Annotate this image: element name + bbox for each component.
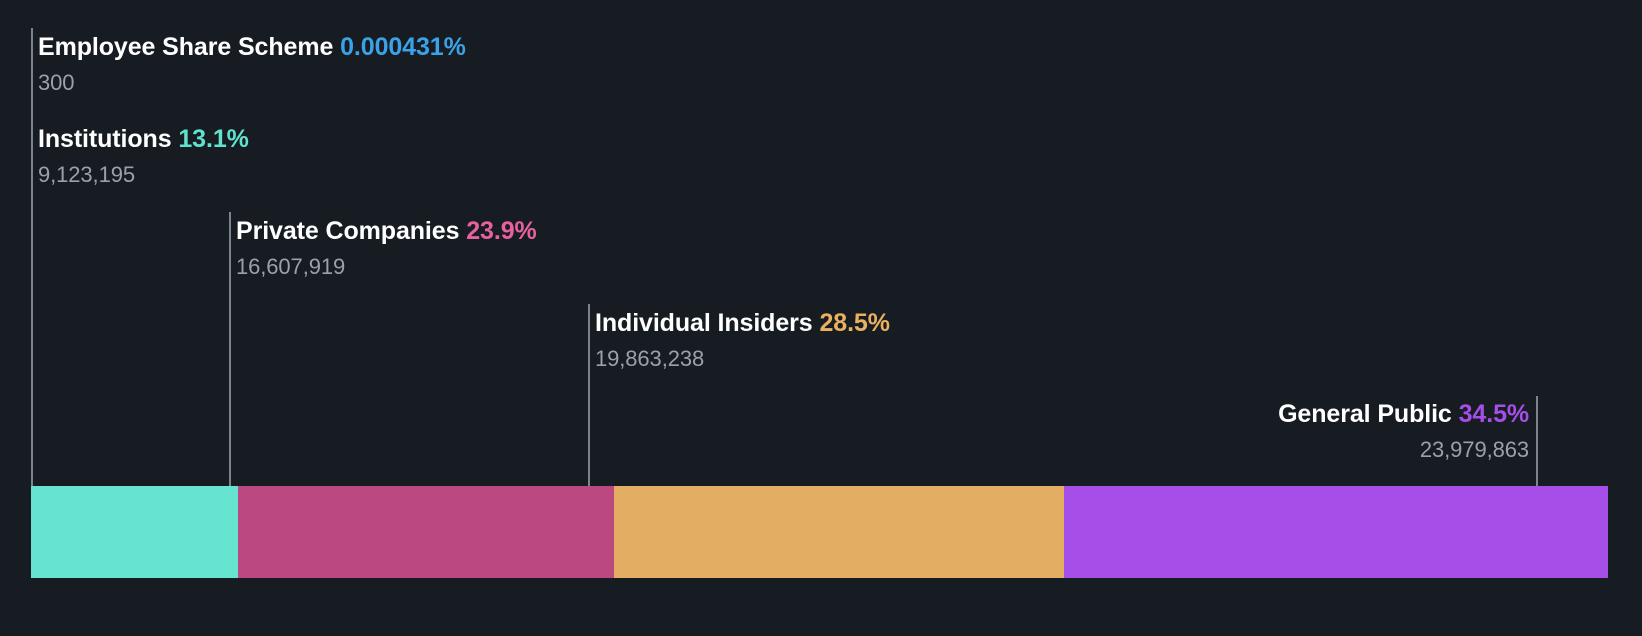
segment-value-private-companies: 16,607,919 xyxy=(236,254,346,279)
bar-segment-private-companies[interactable] xyxy=(237,486,615,578)
segment-label-private-companies: Private Companies 23.9% 16,607,919 xyxy=(236,216,537,281)
stacked-bar xyxy=(31,486,1608,578)
segment-percent-employee-share-scheme: 0.000431% xyxy=(340,33,466,61)
tick-line-individual-insiders xyxy=(588,304,590,486)
segment-title-general-public: General Public 34.5% xyxy=(1278,399,1529,429)
bar-segment-institutions[interactable] xyxy=(31,486,238,578)
segment-name-general-public: General Public xyxy=(1278,400,1452,428)
segment-label-employee-share-scheme: Employee Share Scheme 0.000431% 300 xyxy=(38,32,466,97)
segment-percent-private-companies: 23.9% xyxy=(466,217,537,245)
segment-title-institutions: Institutions 13.1% xyxy=(38,124,249,154)
tick-line-institutions xyxy=(31,120,33,486)
segment-percent-institutions: 13.1% xyxy=(178,125,249,153)
segment-name-individual-insiders: Individual Insiders xyxy=(595,309,813,337)
segment-percent-general-public: 34.5% xyxy=(1458,400,1529,428)
segment-title-individual-insiders: Individual Insiders 28.5% xyxy=(595,308,890,338)
segment-value-employee-share-scheme: 300 xyxy=(38,70,75,95)
segment-name-employee-share-scheme: Employee Share Scheme xyxy=(38,33,334,61)
segment-value-institutions: 9,123,195 xyxy=(38,162,135,187)
tick-line-general-public xyxy=(1536,396,1538,486)
segment-percent-individual-insiders: 28.5% xyxy=(819,309,890,337)
segment-label-institutions: Institutions 13.1% 9,123,195 xyxy=(38,124,249,189)
segment-label-individual-insiders: Individual Insiders 28.5% 19,863,238 xyxy=(595,308,890,373)
segment-name-private-companies: Private Companies xyxy=(236,217,460,245)
tick-line-private-companies xyxy=(229,212,231,486)
bar-segment-general-public[interactable] xyxy=(1063,486,1608,578)
segment-name-institutions: Institutions xyxy=(38,125,172,153)
bar-segment-individual-insiders[interactable] xyxy=(614,486,1064,578)
segment-label-general-public: General Public 34.5% 23,979,863 xyxy=(1278,399,1529,464)
segment-title-private-companies: Private Companies 23.9% xyxy=(236,216,537,246)
segment-title-employee-share-scheme: Employee Share Scheme 0.000431% xyxy=(38,32,466,62)
segment-value-general-public: 23,979,863 xyxy=(1419,437,1529,462)
segment-value-individual-insiders: 19,863,238 xyxy=(595,346,705,371)
